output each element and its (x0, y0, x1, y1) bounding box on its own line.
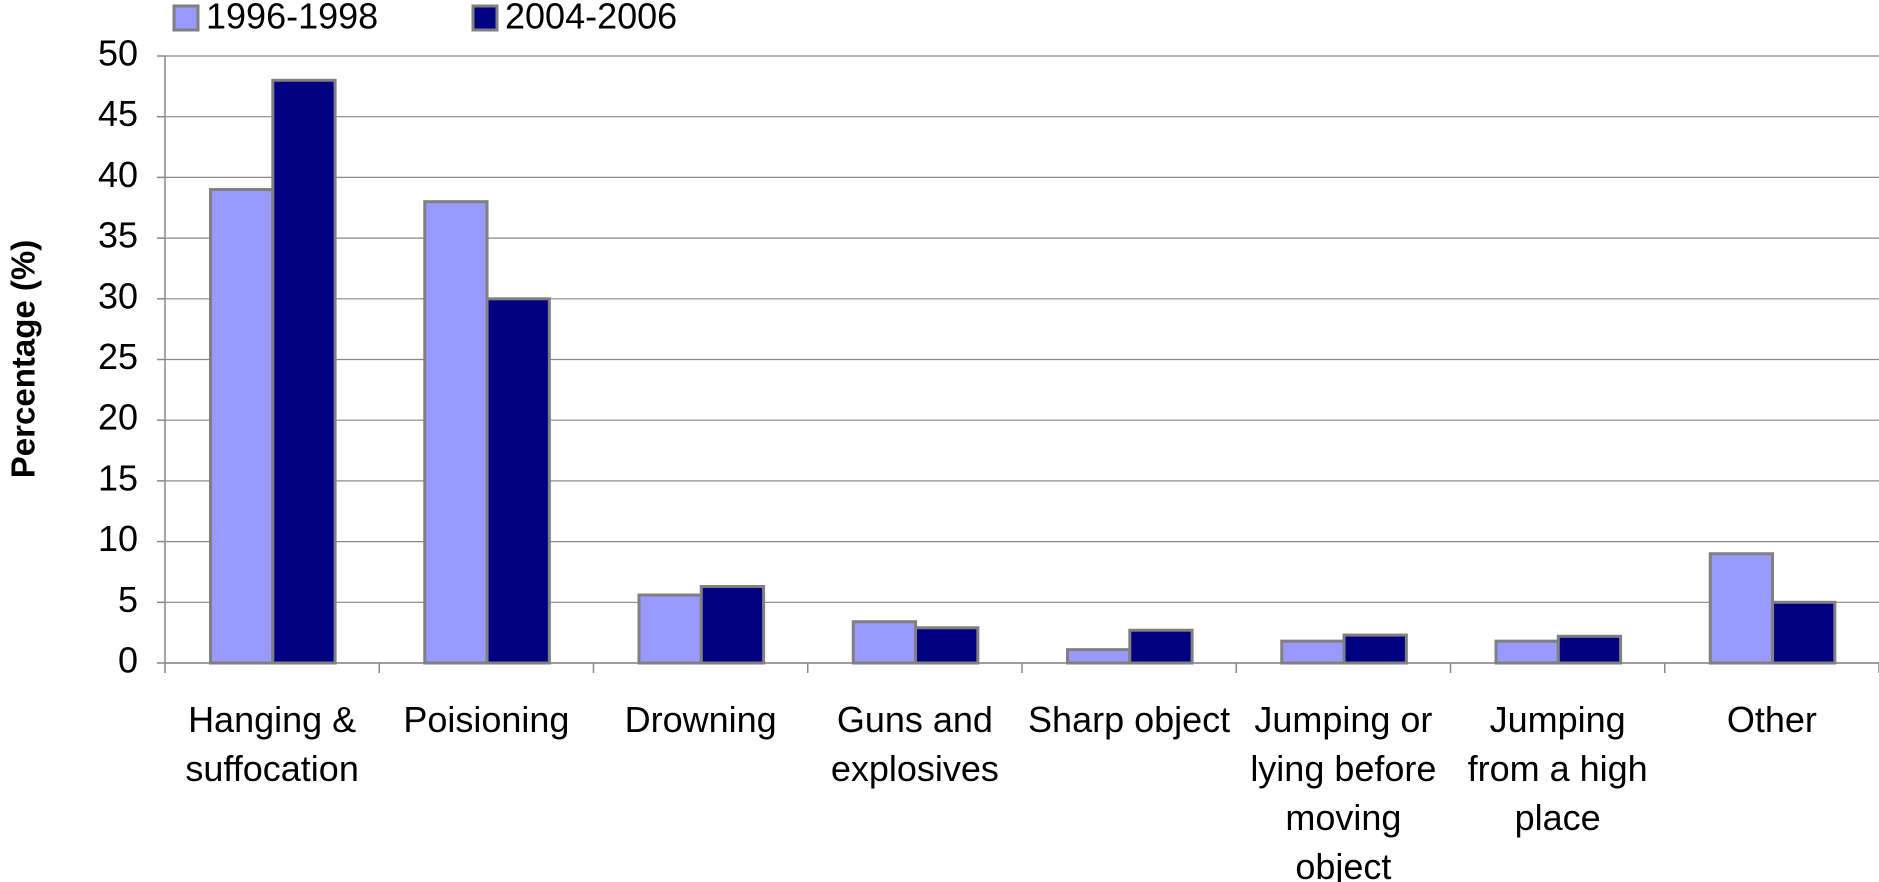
x-tick-label: Sharp object (1028, 699, 1231, 740)
bar (423, 200, 489, 665)
bar (485, 297, 551, 665)
bar (637, 593, 703, 665)
bar (914, 626, 980, 665)
y-tick-label: 5 (118, 579, 138, 620)
y-tick-label: 15 (98, 457, 138, 498)
y-tick-label: 40 (98, 154, 138, 195)
y-tick-label: 50 (98, 33, 138, 74)
bar (851, 620, 918, 665)
bar (1280, 639, 1346, 665)
bar (1128, 628, 1194, 665)
legend-swatch (172, 4, 200, 32)
bar (1708, 552, 1775, 665)
x-tick-label: Other (1726, 699, 1817, 740)
y-tick-label: 30 (98, 275, 138, 316)
bar (1494, 639, 1560, 665)
bar (1066, 648, 1132, 665)
legend-label: 2004-2006 (505, 0, 677, 37)
x-tick-label: Poisioning (403, 699, 570, 740)
legend-swatch (471, 4, 499, 32)
x-tick-label: Hanging & suffocation (185, 699, 359, 789)
x-tick-label: Jumping from a high place (1467, 699, 1648, 838)
legend-label: 1996-1998 (206, 0, 378, 37)
bar (1342, 633, 1408, 665)
bar (1771, 600, 1837, 665)
y-tick-label: 35 (98, 215, 138, 256)
y-tick-label: 25 (98, 336, 138, 377)
bar (1556, 634, 1623, 665)
y-axis-title: Percentage (%) (5, 240, 42, 478)
bar (209, 188, 275, 665)
y-tick-label: 0 (118, 640, 138, 681)
x-tick-label: Drowning (624, 699, 777, 740)
y-tick-label: 45 (98, 93, 138, 134)
x-tick-label: Jumping or lying before moving object (1250, 699, 1437, 882)
x-tick-label: Guns and explosives (830, 699, 999, 789)
bar (699, 585, 766, 665)
y-tick-label: 20 (98, 397, 138, 438)
y-tick-label: 10 (98, 518, 138, 559)
bar (271, 78, 337, 665)
